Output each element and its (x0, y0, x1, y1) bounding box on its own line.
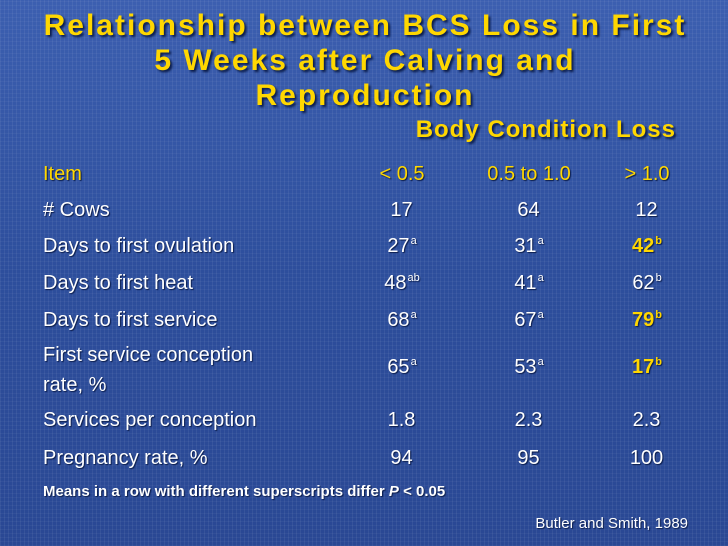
value-cell: 53a (514, 356, 544, 378)
header-col2: 0.5 to 1.0 (487, 163, 571, 185)
table-row: Days to first heat 48ab 41a 62b (0, 267, 728, 299)
value-cell: 62b (632, 272, 662, 294)
column-group-heading: Body Condition Loss (415, 116, 676, 143)
value-cell: 41a (514, 272, 544, 294)
table-row: Services per conception 1.8 2.3 2.3 (0, 404, 728, 436)
value-cell: 94 (390, 447, 413, 469)
value-cell-highlight: 42b (632, 235, 662, 257)
value-cell: 2.3 (514, 409, 543, 431)
row-label: # Cows (43, 199, 110, 221)
row-label: First service conception (43, 344, 254, 366)
source-credit: Butler and Smith, 1989 (535, 515, 688, 532)
table-row: Pregnancy rate, % 94 95 100 (0, 442, 728, 474)
value-cell: 68a (387, 309, 417, 331)
table-row: # Cows 17 64 12 (0, 194, 728, 226)
value-cell: 67a (514, 309, 544, 331)
table-row: Days to first ovulation 27a 31a 42b (0, 230, 728, 262)
footnote: Means in a row with different superscrip… (43, 483, 446, 500)
value-cell: 2.3 (632, 409, 661, 431)
value-cell-highlight: 79b (632, 309, 662, 331)
header-item: Item (43, 163, 82, 185)
value-cell-highlight: 17b (632, 356, 662, 378)
value-cell: 1.8 (387, 409, 416, 431)
value-cell: 48ab (384, 272, 420, 294)
row-label: Pregnancy rate, % (43, 447, 208, 469)
row-label: Days to first heat (43, 272, 194, 294)
slide-title: Relationship between BCS Loss in First 5… (43, 9, 687, 112)
value-cell: 95 (517, 447, 540, 469)
row-label: Days to first ovulation (43, 235, 235, 257)
row-label: Days to first service (43, 309, 218, 331)
row-label-continued: rate, % (43, 374, 107, 396)
value-cell: 65a (387, 356, 417, 378)
value-cell: 17 (390, 199, 413, 221)
table-row: Days to first service 68a 67a 79b (0, 304, 728, 336)
value-cell: 64 (517, 199, 540, 221)
table-header-row: Item < 0.5 0.5 to 1.0 > 1.0 (0, 158, 728, 190)
value-cell: 27a (387, 235, 417, 257)
header-col3: > 1.0 (624, 163, 670, 185)
value-cell: 31a (514, 235, 544, 257)
value-cell: 12 (635, 199, 658, 221)
row-label: Services per conception (43, 409, 257, 431)
value-cell: 100 (629, 447, 664, 469)
header-col1: < 0.5 (379, 163, 425, 185)
table-row: First service conception rate, % 65a 53a… (0, 341, 728, 396)
